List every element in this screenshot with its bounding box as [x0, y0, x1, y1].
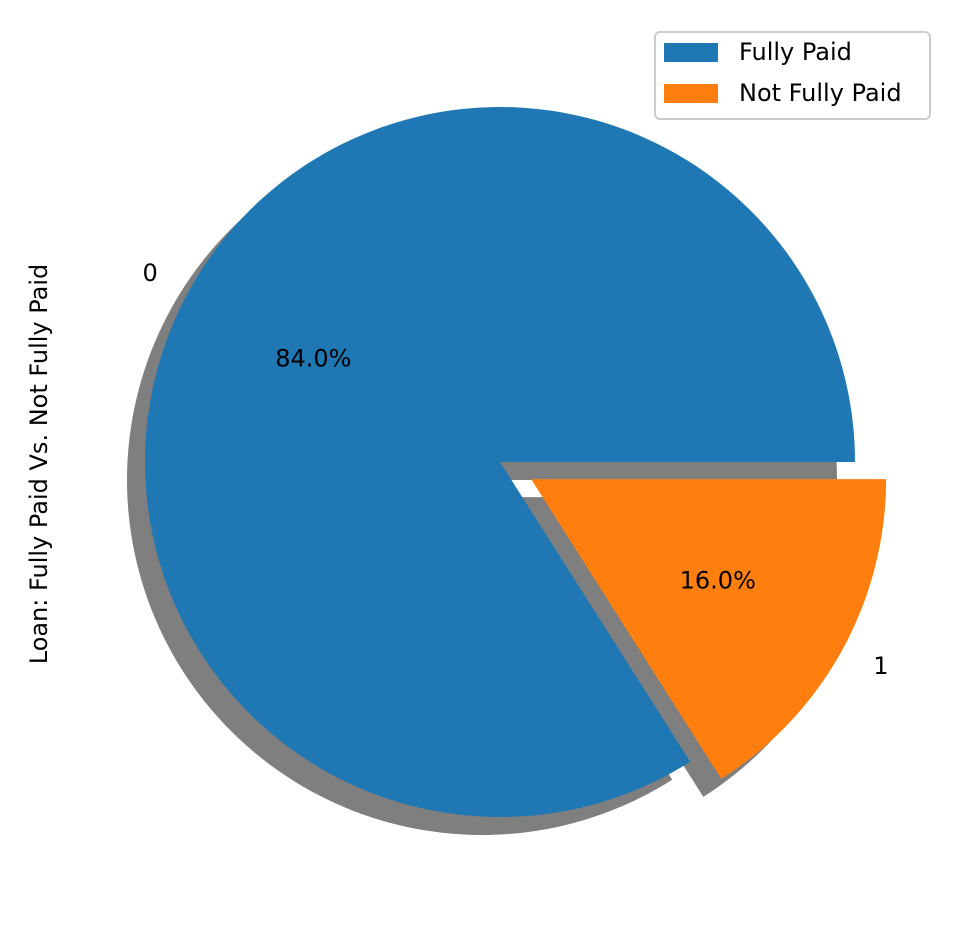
slice-label-1: 1	[873, 652, 888, 680]
legend-swatch-not-fully-paid	[664, 84, 718, 103]
legend-label-not-fully-paid: Not Fully Paid	[739, 79, 902, 107]
y-axis-label: Loan: Fully Paid Vs. Not Fully Paid	[25, 264, 53, 665]
slice-percent-1: 16.0%	[680, 567, 756, 595]
pie-slices	[144, 106, 887, 817]
legend-frame	[654, 31, 931, 120]
slice-labels: 0 84.0% 1 16.0%	[143, 259, 889, 680]
slice-label-0: 0	[143, 259, 158, 287]
legend: Fully Paid Not Fully Paid	[654, 31, 931, 120]
legend-label-fully-paid: Fully Paid	[739, 38, 852, 66]
pie-slice-1	[531, 479, 887, 779]
legend-swatch-fully-paid	[664, 43, 718, 62]
pie-slice-0	[144, 106, 855, 817]
slice-percent-0: 84.0%	[275, 344, 351, 372]
